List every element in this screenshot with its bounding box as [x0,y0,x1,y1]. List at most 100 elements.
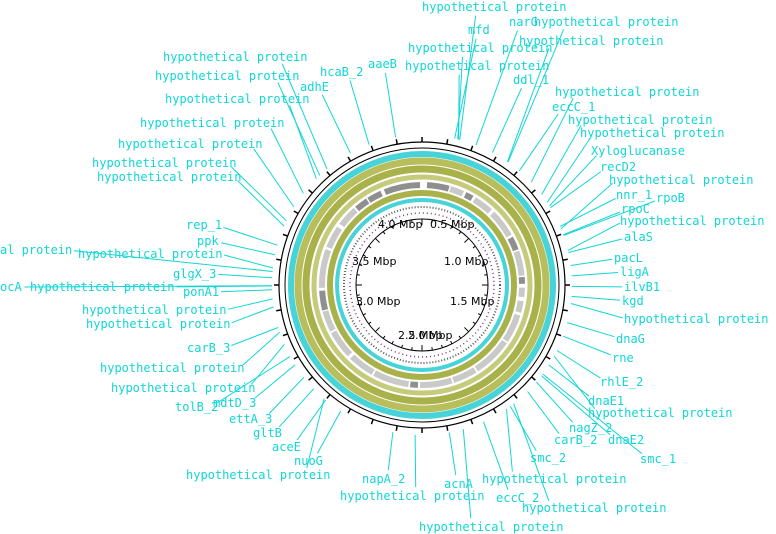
scale-tick [359,264,363,267]
leader-line [223,226,278,246]
leader-line [527,391,560,434]
leader-line [571,295,621,301]
cds-ring-inner [335,198,509,372]
contig-segment [507,236,519,252]
gene-label: hypothetical protein [482,472,627,486]
leader-line [231,327,279,346]
gene-label: hypothetical protein [163,50,308,64]
gene-label: hypothetical protein [624,312,769,326]
scale-tick [440,344,443,348]
scale-tick [359,303,363,306]
gene-label: hypothetical protein [165,92,310,106]
leader-line [568,238,623,253]
outer-tick [276,309,282,312]
leader-line [278,388,315,428]
contig-segment [426,182,450,192]
gene-label: adhE [300,80,329,94]
scale-tick [391,340,394,345]
outer-tick [446,139,449,145]
scale-label-3-0: 3.0 Mbp [356,295,400,308]
gene-label: narG [509,15,538,29]
gene-label: nagZ_2 [569,421,612,435]
scale-tick [450,225,453,230]
leader-line [228,298,273,310]
scale-tick [458,335,462,339]
outer-tick [513,171,518,176]
scale-tick [458,231,462,235]
leader-line [483,421,509,490]
leader-line [563,200,656,236]
gene-label: dnaG [616,332,645,346]
scale-tick [481,264,485,267]
outer-tick [531,189,536,194]
outer-tick [326,394,331,399]
leader-line [518,113,559,172]
leader-line [475,30,518,146]
leader-line [567,222,621,251]
contig-segment [420,377,453,389]
contig-segment [452,367,477,383]
scale-label-3-5: 3.5 Mbp [352,255,396,268]
leader-line [536,381,573,423]
contig-segment [502,313,521,342]
outer-tick [347,156,352,162]
gene-label: aaeB [368,57,397,71]
leader-line [530,97,574,183]
gc-skew-ring [349,212,495,358]
gc-content-ring [343,206,501,364]
outer-tick [513,394,518,399]
scale-tick [472,245,476,249]
leader-line [306,398,325,469]
scale-tick [368,245,372,249]
leader-line [448,432,457,476]
leader-line [321,94,351,154]
scale-tick [374,237,380,243]
outer-tick [395,425,398,431]
gene-label: hypothetical protein [555,85,700,99]
leader-line [387,432,394,471]
leader-line [270,128,304,194]
scale-tick [481,303,485,306]
leader-line [553,355,596,410]
contig-segment [383,182,421,195]
olive-ring-3 [311,174,533,396]
contig-segment [318,249,332,288]
gene-label: dnaE1 [588,394,624,408]
gene-label: hypothetical protein [568,113,713,127]
outer-tick [326,171,331,176]
contig-segment [326,226,343,250]
leader-line [571,272,619,277]
gene-label: hypothetical protein [340,489,485,503]
gene-label: recD2 [600,160,636,174]
leader-line [268,377,305,414]
outer-tick [282,233,288,237]
gene-label: hypothetical protein [78,247,223,261]
gene-label: ddl_1 [513,73,549,87]
gene-label: hypothetical protein [111,381,256,395]
contig-segment [339,207,358,228]
gene-label: ocA [0,280,22,294]
contig-segment [474,339,507,372]
scale-tick [477,313,482,316]
outer-tick [347,408,352,414]
leader-line [289,105,317,179]
leader-line [218,273,273,279]
scale-tick [477,254,482,257]
outer-tick [470,145,474,151]
outer-tick [556,233,562,237]
leader-line [231,306,274,324]
gene-label: nnr_1 [616,188,652,202]
leader-line [454,38,477,139]
gene-label: smc_1 [640,452,676,466]
gene-label: ponA1 [183,285,219,299]
contig-segment [449,186,465,197]
contig-segment [513,250,525,276]
gene-label: hypothetical protein [534,15,679,29]
gene-label: rne [612,351,634,365]
gene-label: eccC_2 [496,491,539,505]
contig-segment [409,381,419,388]
leader-line [562,335,611,356]
gene-label: hypothetical protein [588,406,733,420]
leader-line [559,198,616,227]
